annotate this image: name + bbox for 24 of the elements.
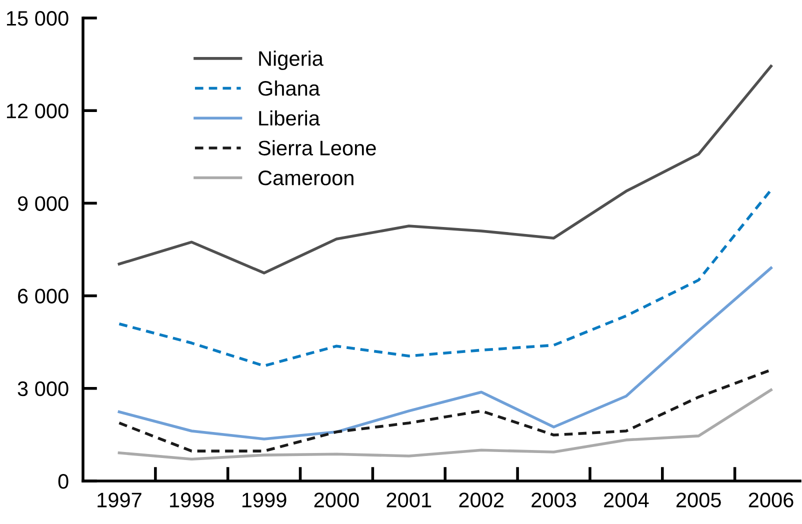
y-tick-label: 12 000 xyxy=(6,104,68,118)
line-series xyxy=(118,388,772,460)
x-tick-label: 2004 xyxy=(604,492,649,508)
legend-label: Liberia xyxy=(259,110,320,126)
legend-label: Nigeria xyxy=(259,50,324,70)
x-tick-label: 1997 xyxy=(98,492,142,508)
y-tick-label: 3 000 xyxy=(18,381,68,396)
legend-label: Sierra Leone xyxy=(258,140,376,156)
line-series xyxy=(118,266,772,440)
x-tick-label: 2001 xyxy=(386,492,432,508)
x-tick-label: 1999 xyxy=(242,492,286,508)
x-tick-label: 2005 xyxy=(676,492,721,508)
x-tick-label: 2006 xyxy=(748,492,794,508)
legend-label: Cameroon xyxy=(258,170,354,186)
legend-label: Ghana xyxy=(258,80,320,96)
y-tick-label: 6 000 xyxy=(18,288,68,304)
x-tick-label: 2000 xyxy=(314,492,359,508)
line-series xyxy=(118,188,772,368)
x-tick-label: 2002 xyxy=(459,492,504,508)
y-tick-label: 9 000 xyxy=(18,196,68,211)
x-tick-label: 1998 xyxy=(170,492,214,508)
x-tick-label: 2003 xyxy=(532,492,576,508)
y-tick-label: 15 000 xyxy=(6,11,68,26)
y-tick-label: 0 xyxy=(58,474,68,489)
